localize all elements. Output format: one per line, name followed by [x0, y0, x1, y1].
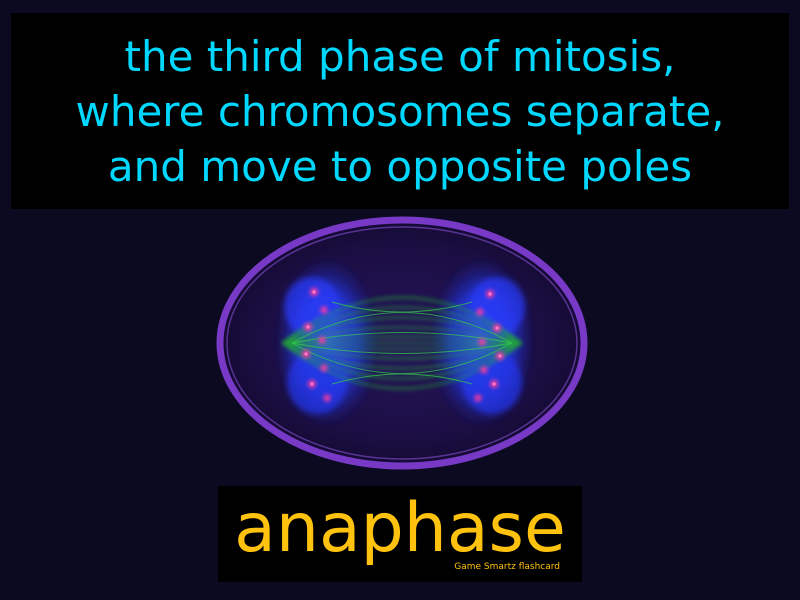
definition-box: the third phase of mitosis, where chromo…	[11, 13, 789, 209]
credit-text: Game Smartz flashcard	[454, 562, 560, 572]
term-word: anaphase	[234, 489, 566, 568]
definition-line: the third phase of mitosis,	[124, 31, 676, 81]
anaphase-cell-image	[216, 216, 588, 470]
definition-line: where chromosomes separate,	[75, 86, 725, 136]
definition-line: and move to opposite poles	[107, 141, 693, 191]
term-box: anaphase Game Smartz flashcard	[218, 486, 582, 582]
